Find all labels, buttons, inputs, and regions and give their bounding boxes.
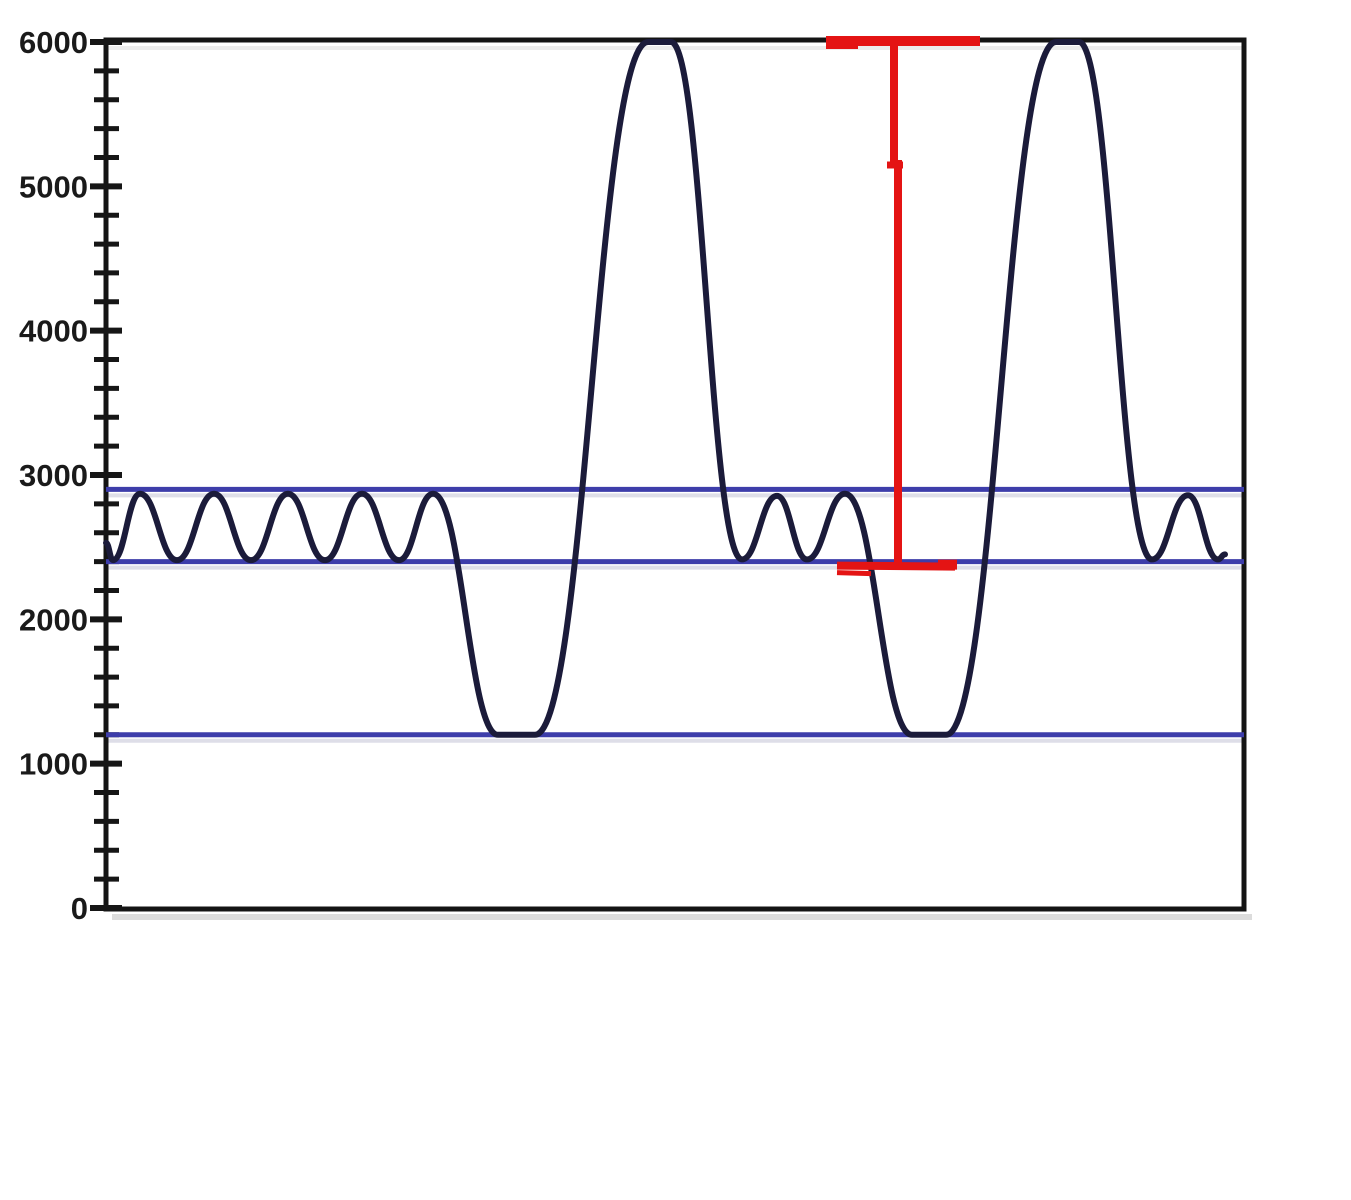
y-tick-label: 6000 [19,25,88,60]
ibeam-bottom-bar-left-stroke [836,570,872,577]
plot-border [103,37,1247,912]
y-tick-label: 3000 [19,458,88,493]
y-tick-label: 4000 [19,314,88,349]
y-tick-label: 0 [71,891,88,926]
y-tick-label: 2000 [19,602,88,637]
ibeam-bottom-bar [836,561,956,571]
volume-trace-path [103,39,1228,738]
y-tick-label: 5000 [19,169,88,204]
y-tick-label: 1000 [19,747,88,782]
